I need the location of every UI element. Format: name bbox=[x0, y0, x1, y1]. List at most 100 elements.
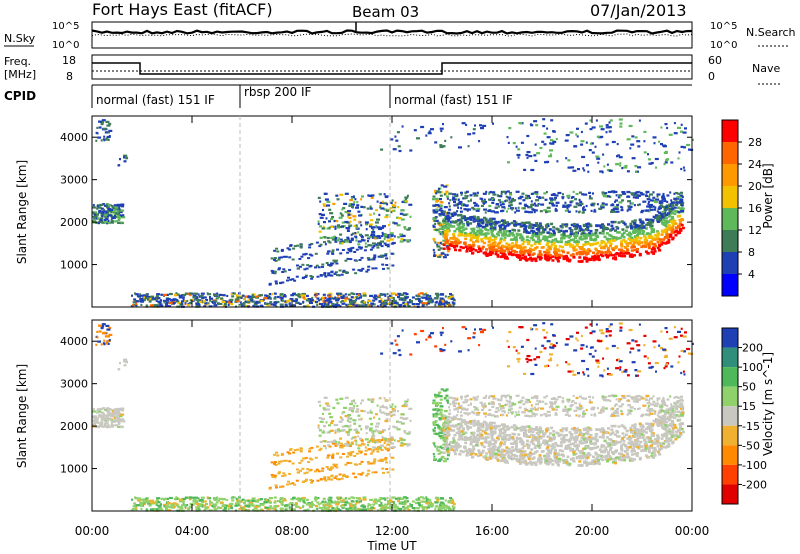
power-echo bbox=[331, 238, 335, 241]
power-echo bbox=[139, 297, 144, 301]
power-echo bbox=[133, 303, 138, 307]
power-echo bbox=[314, 301, 318, 304]
power-echo bbox=[334, 219, 339, 223]
power-echo bbox=[631, 157, 636, 160]
power-echo bbox=[401, 125, 404, 128]
velocity-echo bbox=[408, 431, 412, 434]
velocity-echo bbox=[348, 407, 353, 410]
power-echo bbox=[336, 224, 340, 227]
velocity-echo bbox=[344, 463, 348, 466]
power-echo bbox=[93, 211, 98, 214]
power-echo bbox=[472, 208, 476, 211]
power-echo bbox=[410, 300, 413, 303]
power-echo bbox=[520, 221, 524, 225]
power-echo bbox=[641, 209, 644, 212]
velocity-echo bbox=[292, 451, 296, 454]
velocity-echo bbox=[335, 503, 340, 506]
power-echo bbox=[348, 241, 352, 244]
power-echo bbox=[621, 199, 625, 202]
power-echo bbox=[379, 206, 382, 209]
power-echo bbox=[287, 276, 290, 279]
power-echo bbox=[494, 221, 498, 225]
velocity-echo bbox=[105, 324, 110, 327]
power-echo bbox=[594, 247, 598, 251]
power-echo bbox=[604, 254, 608, 257]
power-echo bbox=[329, 297, 332, 300]
velocity-echo bbox=[172, 505, 176, 508]
velocity-echo bbox=[287, 480, 290, 483]
power-echo bbox=[559, 240, 563, 244]
power-echo bbox=[552, 229, 556, 232]
power-echo bbox=[528, 211, 531, 214]
power-echo bbox=[204, 302, 208, 305]
power-echo bbox=[457, 202, 462, 205]
power-echo bbox=[403, 199, 406, 202]
power-echo bbox=[442, 210, 446, 213]
power-echo bbox=[338, 216, 343, 219]
power-echo bbox=[476, 226, 480, 229]
power-echo bbox=[612, 257, 615, 260]
velocity-echo bbox=[175, 504, 180, 507]
power-echo bbox=[657, 207, 661, 210]
velocity-echo bbox=[376, 450, 380, 453]
velocity-echo bbox=[251, 499, 254, 502]
velocity-echo bbox=[447, 500, 452, 503]
power-echo bbox=[308, 253, 312, 256]
power-echo bbox=[280, 296, 284, 300]
power-echo bbox=[670, 199, 673, 202]
velocity-echo bbox=[213, 508, 218, 511]
power-echo bbox=[476, 207, 481, 210]
power-echo bbox=[446, 243, 450, 246]
power-echo bbox=[296, 264, 299, 267]
velocity-echo bbox=[233, 496, 236, 499]
velocity-echo bbox=[372, 462, 376, 465]
power-echo bbox=[405, 213, 409, 216]
power-echo bbox=[529, 223, 533, 226]
power-echo bbox=[215, 297, 219, 300]
power-echo bbox=[454, 248, 457, 252]
velocity-echo bbox=[367, 469, 371, 472]
power-echo bbox=[588, 197, 593, 200]
velocity-echo bbox=[357, 450, 361, 453]
power-echo bbox=[442, 256, 447, 259]
power-echo bbox=[650, 227, 654, 230]
power-echo bbox=[331, 302, 335, 306]
power-echo bbox=[349, 199, 354, 202]
power-echo bbox=[169, 299, 173, 302]
power-echo bbox=[118, 211, 123, 214]
power-echo bbox=[160, 293, 164, 296]
power-echo bbox=[468, 234, 472, 237]
power-echo bbox=[511, 228, 515, 232]
noise-sky-series bbox=[91, 29, 693, 35]
power-echo bbox=[589, 119, 592, 122]
power-echo bbox=[555, 204, 558, 207]
velocity-echo bbox=[103, 339, 106, 342]
power-echo bbox=[638, 232, 642, 235]
velocity-echo bbox=[370, 400, 374, 403]
power-echo bbox=[578, 226, 582, 230]
power-echo bbox=[557, 191, 562, 195]
velocity-echo bbox=[355, 500, 359, 503]
velocity-echo bbox=[432, 452, 435, 456]
power-echo bbox=[323, 302, 326, 305]
power-echo bbox=[537, 237, 541, 241]
power-echo bbox=[652, 215, 656, 219]
power-echo bbox=[361, 267, 365, 270]
power-echo bbox=[601, 254, 605, 258]
power-echo bbox=[190, 299, 193, 302]
power-echo bbox=[595, 155, 600, 158]
power-echo bbox=[471, 252, 474, 255]
power-echo bbox=[476, 191, 479, 194]
velocity-echo bbox=[270, 461, 274, 464]
power-echo bbox=[350, 237, 354, 240]
power-echo bbox=[666, 126, 669, 130]
power-echo bbox=[513, 229, 517, 232]
power-echo bbox=[235, 300, 240, 303]
power-echo bbox=[402, 304, 406, 308]
power-echo bbox=[457, 224, 461, 227]
power-echo bbox=[400, 293, 405, 296]
power-echo bbox=[516, 233, 520, 237]
power-echo bbox=[480, 127, 484, 130]
velocity-echo bbox=[393, 426, 398, 429]
power-echo bbox=[639, 236, 643, 240]
